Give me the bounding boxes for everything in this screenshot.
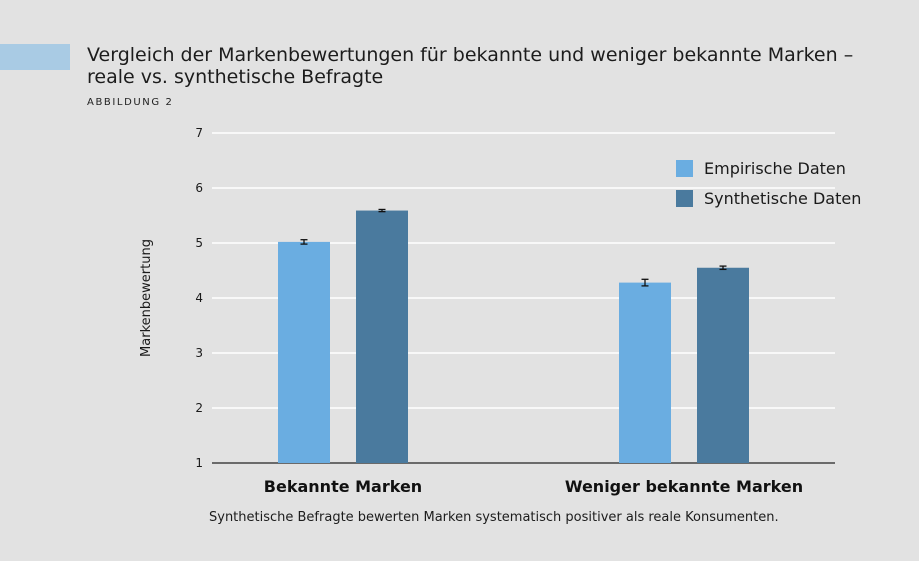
chart-title-line-1: Vergleich der Markenbewertungen für beka… — [87, 44, 854, 66]
y-tick-label-1: 1 — [195, 456, 203, 470]
figure-label: ABBILDUNG 2 — [87, 97, 174, 108]
chart-title-line-2: reale vs. synthetische Befragte — [87, 66, 384, 88]
error-bar-0-0 — [300, 239, 308, 245]
bar-layer — [278, 208, 749, 463]
bar-empirical-1 — [619, 282, 671, 463]
y-tick-label-2: 2 — [195, 401, 203, 415]
label-layer: 1 2 3 4 5 6 7 Markenbewertung Bekannte Marken Wen… — [139, 126, 803, 496]
error-bar-1-1 — [719, 265, 727, 271]
bar-synthetic-1 — [697, 267, 749, 463]
y-tick-label-3: 3 — [195, 346, 203, 360]
category-label-0: Bekannte Marken — [264, 477, 422, 496]
y-tick-label-6: 6 — [195, 181, 203, 195]
bar-empirical-0 — [278, 241, 330, 463]
y-tick-label-7: 7 — [195, 126, 203, 140]
legend-swatch-1 — [676, 190, 693, 207]
legend-label-1: Synthetische Daten — [704, 189, 861, 208]
error-bar-1-0 — [378, 208, 386, 213]
accent-bar — [0, 44, 70, 70]
legend-label-0: Empirische Daten — [704, 159, 846, 178]
category-label-1: Weniger bekannte Marken — [565, 477, 803, 496]
legend-swatch-0 — [676, 160, 693, 177]
chart-title: Vergleich der Markenbewertungen für beka… — [87, 44, 887, 88]
error-bar-0-1 — [641, 278, 649, 287]
y-tick-label-5: 5 — [195, 236, 203, 250]
y-tick-label-4: 4 — [195, 291, 203, 305]
footnote: Synthetische Befragte bewerten Marken sy… — [209, 510, 779, 525]
legend: Empirische Daten Synthetische Daten — [676, 159, 861, 208]
bar-synthetic-0 — [356, 210, 408, 463]
y-axis-label: Markenbewertung — [139, 239, 154, 357]
